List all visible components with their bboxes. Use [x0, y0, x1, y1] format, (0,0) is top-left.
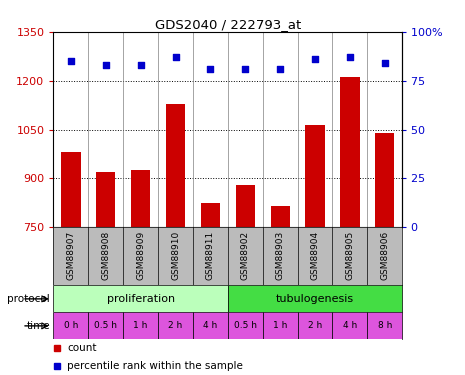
- Text: GSM88908: GSM88908: [101, 231, 110, 280]
- Text: GSM88909: GSM88909: [136, 231, 145, 280]
- Text: GSM88904: GSM88904: [311, 231, 319, 280]
- Bar: [53, 285, 228, 312]
- Text: percentile rank within the sample: percentile rank within the sample: [67, 361, 243, 371]
- Bar: [123, 312, 158, 339]
- Bar: [298, 312, 332, 339]
- Text: GSM88902: GSM88902: [241, 231, 250, 280]
- Bar: [375, 133, 394, 227]
- Bar: [271, 206, 290, 227]
- Point: [67, 58, 74, 64]
- Bar: [228, 312, 263, 339]
- Point: [206, 66, 214, 72]
- Point: [172, 54, 179, 60]
- Bar: [53, 312, 88, 339]
- Text: GSM88905: GSM88905: [345, 231, 354, 280]
- Bar: [236, 185, 255, 227]
- Text: proliferation: proliferation: [106, 294, 175, 304]
- Text: GSM88906: GSM88906: [380, 231, 389, 280]
- Text: 4 h: 4 h: [203, 321, 218, 330]
- Point: [311, 56, 319, 62]
- Bar: [166, 104, 185, 227]
- Text: 4 h: 4 h: [343, 321, 357, 330]
- Text: 2 h: 2 h: [168, 321, 183, 330]
- Point: [102, 62, 109, 68]
- Bar: [367, 312, 402, 339]
- Text: GSM88907: GSM88907: [66, 231, 75, 280]
- Bar: [96, 172, 115, 227]
- Bar: [228, 285, 402, 312]
- Text: 0 h: 0 h: [64, 321, 78, 330]
- Text: 1 h: 1 h: [273, 321, 287, 330]
- Bar: [263, 312, 298, 339]
- Bar: [88, 312, 123, 339]
- Bar: [131, 170, 150, 227]
- Point: [137, 62, 144, 68]
- Text: protocol: protocol: [7, 294, 50, 304]
- Bar: [201, 203, 220, 227]
- Text: 2 h: 2 h: [308, 321, 322, 330]
- Text: 8 h: 8 h: [378, 321, 392, 330]
- Text: GSM88903: GSM88903: [276, 231, 285, 280]
- Text: GSM88910: GSM88910: [171, 231, 180, 280]
- Text: GSM88911: GSM88911: [206, 231, 215, 280]
- Point: [346, 54, 353, 60]
- Text: 0.5 h: 0.5 h: [94, 321, 117, 330]
- Bar: [193, 312, 228, 339]
- Bar: [332, 312, 367, 339]
- Bar: [306, 124, 325, 227]
- Text: tubulogenesis: tubulogenesis: [276, 294, 354, 304]
- Point: [241, 66, 249, 72]
- Bar: [158, 312, 193, 339]
- Text: time: time: [27, 321, 50, 331]
- Text: count: count: [67, 343, 97, 353]
- Title: GDS2040 / 222793_at: GDS2040 / 222793_at: [155, 18, 301, 31]
- Text: 0.5 h: 0.5 h: [234, 321, 257, 330]
- Point: [276, 66, 284, 72]
- Bar: [61, 152, 80, 227]
- Point: [381, 60, 388, 66]
- Bar: [340, 78, 359, 227]
- Text: 1 h: 1 h: [133, 321, 148, 330]
